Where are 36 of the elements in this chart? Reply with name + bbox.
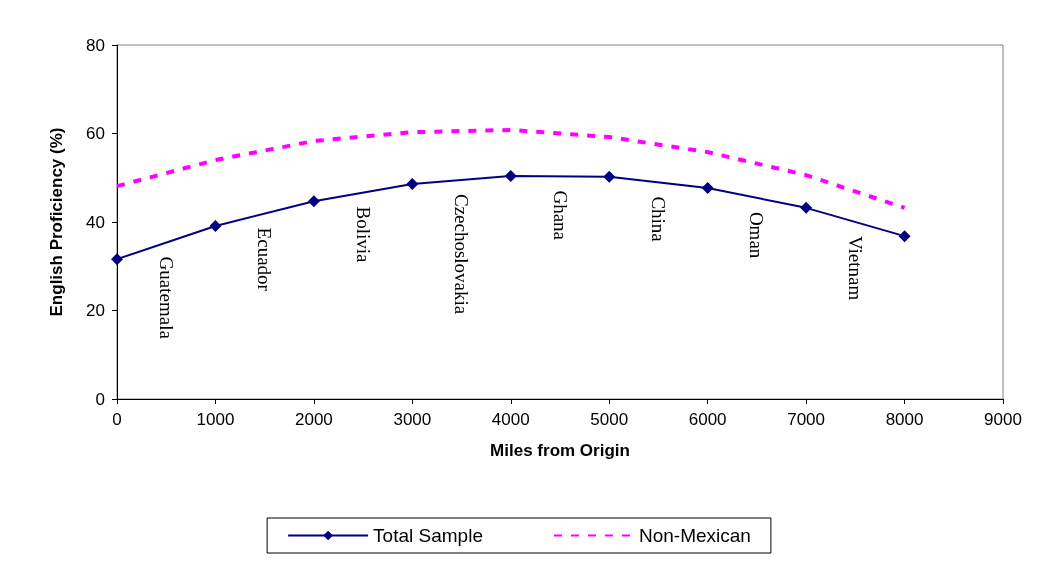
legend-label: Total Sample	[373, 525, 483, 546]
annotation: Oman	[746, 211, 768, 259]
x-tick-label: 7000	[787, 410, 826, 429]
x-tick-label: 3000	[393, 410, 432, 429]
x-tick-label: 6000	[688, 410, 727, 429]
x-tick-label: 1000	[196, 410, 235, 429]
point	[307, 195, 320, 208]
point	[504, 169, 517, 182]
annotation: China	[647, 196, 669, 243]
y-tick-label: 80	[86, 35, 105, 55]
point	[406, 177, 419, 190]
x-tick-label: 0	[112, 410, 122, 429]
y-tick-label: 0	[95, 389, 105, 409]
y-tick-label: 40	[86, 212, 105, 232]
annotation: Guatemala	[155, 256, 177, 340]
point	[603, 170, 616, 183]
point	[111, 253, 123, 266]
annotation: Ecuador	[254, 227, 276, 292]
y-tick-label: 60	[86, 124, 105, 143]
x-tick-label: 8000	[885, 410, 924, 429]
annotation: Czechoslovakia	[451, 193, 473, 315]
point	[209, 219, 222, 232]
x-tick-label: 2000	[294, 410, 333, 429]
x-tick-label: 9000	[984, 410, 1022, 429]
point	[898, 230, 911, 243]
x-tick-label: 4000	[491, 410, 530, 429]
annotation: Ghana	[549, 190, 571, 241]
annotation: Vietnam	[844, 236, 866, 301]
annotation: Bolivia	[352, 206, 374, 264]
point	[701, 181, 714, 194]
y-axis-title: English Proficiency (%)	[47, 127, 66, 317]
y-tick-label: 20	[86, 301, 105, 320]
x-tick-label: 5000	[590, 410, 629, 429]
legend-label: Non-Mexican	[638, 525, 751, 546]
point	[800, 201, 813, 214]
x-axis-title: Miles from Origin	[490, 441, 630, 460]
